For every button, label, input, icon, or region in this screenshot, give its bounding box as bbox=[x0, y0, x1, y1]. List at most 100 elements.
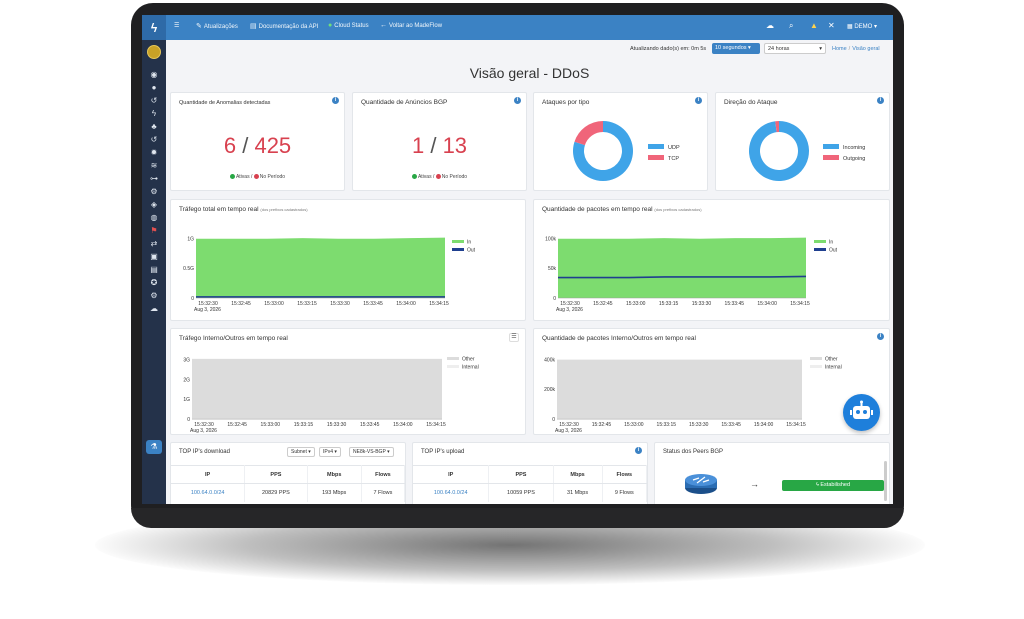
refresh-interval-select[interactable]: 10 segundos ▾ bbox=[712, 43, 760, 54]
legend-label: Out bbox=[467, 248, 476, 254]
column-pps[interactable]: PPS bbox=[488, 465, 554, 484]
column-flows[interactable]: Flows bbox=[602, 465, 647, 484]
table-row: 100.64.0.0/24 20829 PPS 193 Mbps 7 Flows bbox=[171, 483, 405, 502]
y-tick-label: 100k bbox=[545, 236, 556, 242]
route-icon[interactable]: ⇄ bbox=[150, 239, 158, 248]
time-range-value: 24 horas bbox=[768, 46, 790, 52]
y-tick-label: 2G bbox=[183, 377, 190, 383]
info-icon[interactable]: i bbox=[635, 447, 642, 454]
chatbot-button[interactable] bbox=[843, 394, 880, 431]
history-2-icon[interactable]: ↺ bbox=[150, 135, 158, 144]
pie-slice-incoming[interactable] bbox=[749, 121, 809, 181]
subnet-value: Subnet bbox=[291, 449, 307, 455]
subnet-select[interactable]: Subnet ▾ bbox=[287, 447, 315, 457]
pie-slice-udp[interactable] bbox=[573, 121, 633, 181]
globe-icon[interactable]: ◍ bbox=[150, 213, 158, 222]
user-menu[interactable]: ▦ DEMO ▾ bbox=[847, 24, 878, 30]
info-icon[interactable]: i bbox=[514, 97, 521, 104]
nav-cloud-status[interactable]: ● Cloud Status bbox=[328, 22, 369, 29]
badge-icon[interactable]: ◈ bbox=[150, 200, 158, 209]
column-mbps[interactable]: Mbps bbox=[307, 465, 362, 484]
x-tick-label: 15:33:00 bbox=[626, 301, 646, 307]
legend-label: In bbox=[829, 240, 833, 246]
legend-swatch bbox=[648, 155, 664, 160]
x-tick-label: 15:33:45 bbox=[725, 301, 745, 307]
menu-toggle-icon[interactable]: ☰ bbox=[174, 23, 180, 29]
packets-total-title: Quantidade de pacotes em tempo real (dos… bbox=[542, 206, 702, 213]
column-mbps[interactable]: Mbps bbox=[553, 465, 603, 484]
row-ip[interactable]: 100.64.0.0/24 bbox=[413, 483, 490, 502]
nav-updates[interactable]: ✎ Atualizações bbox=[196, 22, 238, 30]
pie-slice-tcp[interactable] bbox=[574, 121, 603, 146]
x-tick-label: 15:34:15 bbox=[426, 422, 446, 428]
router-select[interactable]: NE8k-VS-BGP ▾ bbox=[349, 447, 394, 457]
info-icon[interactable]: i bbox=[332, 97, 339, 104]
legend-label: Other bbox=[462, 357, 475, 363]
nav-cloud-status-label: Cloud Status bbox=[334, 23, 369, 29]
cloud-upload-icon[interactable]: ☁ bbox=[150, 304, 158, 313]
history-icon[interactable]: ↺ bbox=[150, 96, 158, 105]
legend-swatch bbox=[648, 144, 664, 149]
bgp-announcements-count: 1 / 13 bbox=[411, 133, 468, 158]
layers-icon[interactable]: ≋ bbox=[150, 161, 158, 170]
nav-api-docs[interactable]: ▤ Documentação da API bbox=[250, 22, 318, 30]
expand-icon[interactable]: ✕ bbox=[828, 21, 835, 30]
packets-total-card: Quantidade de pacotes em tempo real (dos… bbox=[533, 199, 890, 321]
active-dot-icon bbox=[229, 174, 235, 180]
network-icon[interactable]: ♣ bbox=[151, 122, 157, 131]
info-icon[interactable]: i bbox=[877, 333, 884, 340]
lightning-icon[interactable]: ϟ bbox=[151, 109, 157, 118]
sitemap-icon[interactable]: ⊶ bbox=[150, 174, 158, 183]
column-flows[interactable]: Flows bbox=[361, 465, 405, 484]
server-icon[interactable]: ▤ bbox=[150, 265, 158, 274]
area-series-other bbox=[192, 358, 442, 419]
legend-label: Internal bbox=[462, 365, 479, 371]
info-icon[interactable]: i bbox=[695, 97, 702, 104]
cogs-icon[interactable]: ⚙ bbox=[150, 291, 158, 300]
y-tick-label: 0.5G bbox=[183, 266, 194, 272]
pie-slice-outgoing[interactable] bbox=[775, 121, 779, 133]
time-range-select[interactable]: 24 horas ▾ bbox=[764, 43, 826, 54]
nav-back-madeflow[interactable]: ← Voltar ao MadeFlow bbox=[380, 22, 442, 29]
cloud-icon[interactable]: ☁ bbox=[766, 21, 774, 30]
settings-icon[interactable]: ⚙ bbox=[150, 187, 158, 196]
bell-icon[interactable]: ▲ bbox=[810, 21, 818, 30]
x-tick-label: 15:33:30 bbox=[330, 301, 350, 307]
breadcrumb-home[interactable]: Home bbox=[832, 46, 847, 52]
user-gear-icon[interactable]: ✪ bbox=[150, 278, 158, 287]
area-series-in bbox=[558, 237, 806, 298]
ip-version-select[interactable]: IPv4 ▾ bbox=[319, 447, 341, 457]
flag-icon[interactable]: ⚑ bbox=[150, 226, 158, 235]
x-tick-label: 15:32:30 bbox=[559, 422, 579, 428]
dashboard-icon[interactable]: ◉ bbox=[150, 70, 158, 79]
top-download-title: TOP IP's download bbox=[179, 449, 230, 455]
legend-label: Out bbox=[829, 248, 838, 254]
avatar[interactable] bbox=[147, 45, 161, 59]
legend-swatch bbox=[452, 248, 464, 251]
column-ip[interactable]: IP bbox=[413, 465, 490, 484]
breadcrumb-current[interactable]: Visão geral bbox=[852, 46, 880, 52]
y-tick-label: 0 bbox=[191, 296, 194, 302]
router-value: NE8k-VS-BGP bbox=[353, 449, 386, 455]
bgp-active: 1 bbox=[411, 133, 425, 158]
date-label: Aug 3, 2026 bbox=[555, 428, 582, 434]
gear-icon[interactable]: ✹ bbox=[150, 148, 158, 157]
flask-button[interactable]: ⚗ bbox=[146, 440, 162, 454]
lock-icon[interactable]: ▣ bbox=[150, 252, 158, 261]
y-tick-label: 400k bbox=[544, 357, 555, 363]
row-ip[interactable]: 100.64.0.0/24 bbox=[171, 483, 246, 502]
x-tick-label: 15:32:45 bbox=[227, 422, 247, 428]
info-icon[interactable]: ● bbox=[151, 83, 157, 92]
router-icon bbox=[685, 474, 717, 494]
app-logo[interactable]: ϟ bbox=[142, 15, 166, 40]
scrollbar[interactable] bbox=[884, 461, 887, 501]
nav-updates-label: Atualizações bbox=[203, 24, 238, 30]
info-icon[interactable]: i bbox=[877, 97, 884, 104]
column-ip[interactable]: IP bbox=[171, 465, 246, 484]
menu-icon[interactable]: ☰ bbox=[509, 333, 519, 342]
search-icon[interactable]: ⌕ bbox=[789, 21, 794, 30]
legend-label: UDP bbox=[668, 145, 680, 151]
attacks-by-type-card: Ataques por tipo i UDP TCP bbox=[533, 92, 708, 191]
user-name: DEMO bbox=[854, 24, 873, 30]
column-pps[interactable]: PPS bbox=[244, 465, 308, 484]
